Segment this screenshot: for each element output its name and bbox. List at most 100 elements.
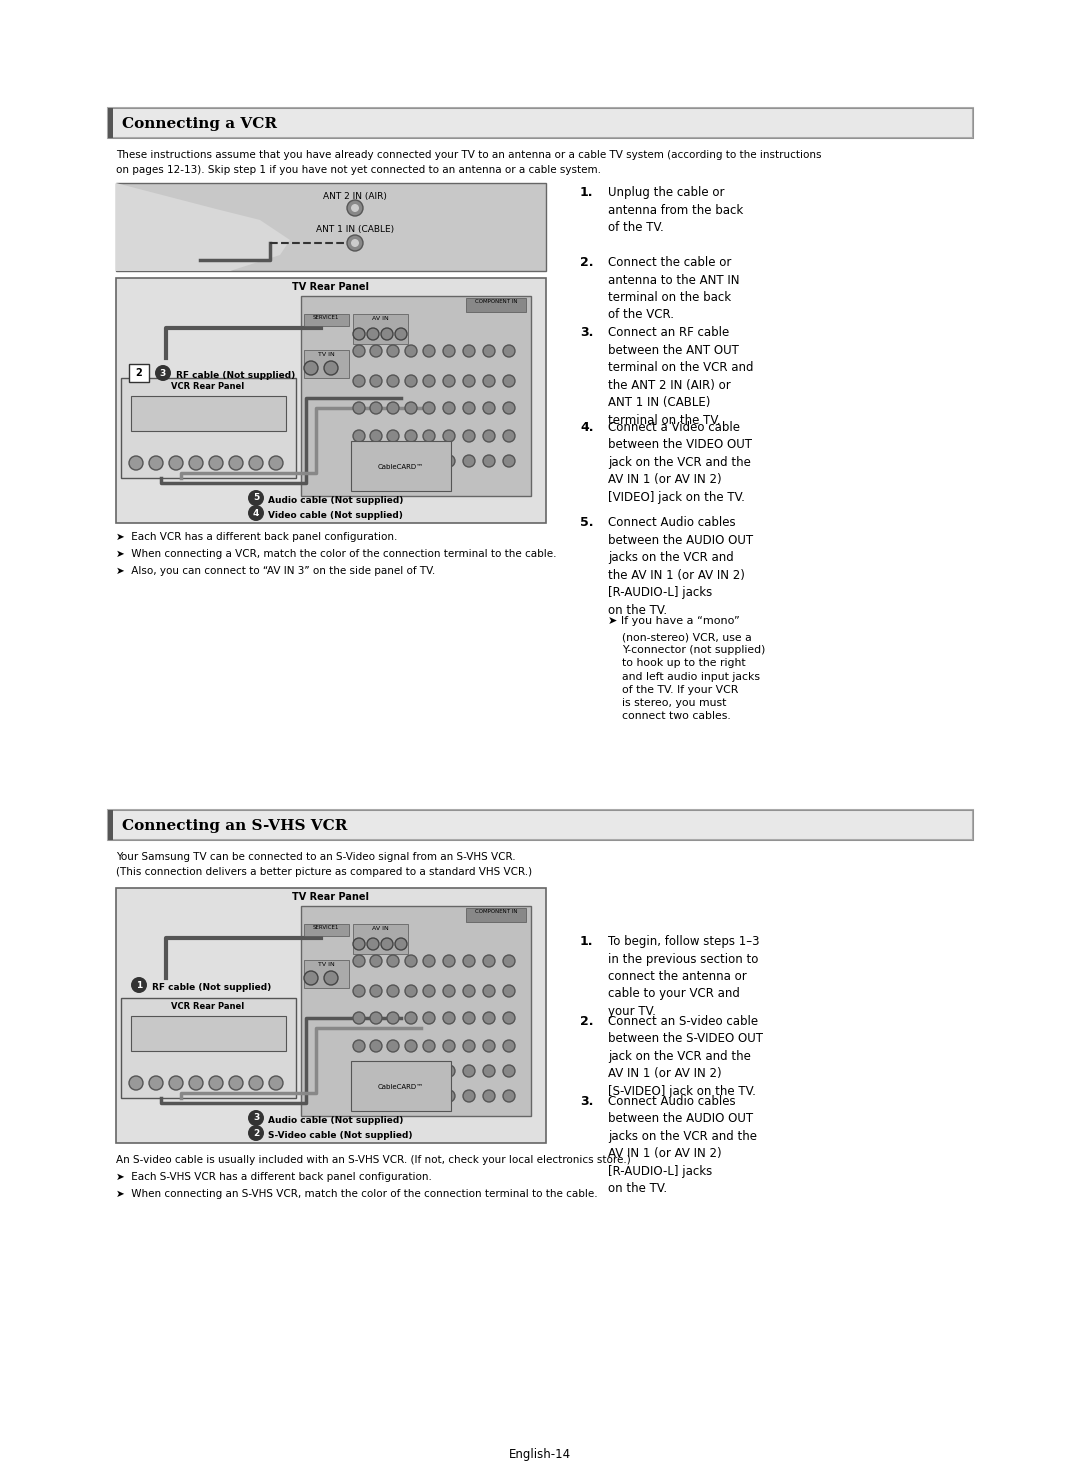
Circle shape (353, 1041, 365, 1052)
Text: Connecting an S-VHS VCR: Connecting an S-VHS VCR (122, 819, 348, 834)
Circle shape (324, 971, 338, 984)
Circle shape (351, 204, 359, 211)
Circle shape (395, 939, 407, 950)
Circle shape (387, 344, 399, 358)
Circle shape (303, 361, 318, 375)
Circle shape (463, 375, 475, 387)
Text: ANT 1 IN (CABLE): ANT 1 IN (CABLE) (316, 225, 394, 234)
Text: COMPONENT IN: COMPONENT IN (475, 909, 517, 913)
Circle shape (503, 402, 515, 414)
Text: VCR Rear Panel: VCR Rear Panel (172, 381, 245, 392)
Circle shape (353, 328, 365, 340)
Circle shape (405, 344, 417, 358)
Text: CableCARD™: CableCARD™ (378, 1083, 424, 1089)
Text: ➤ If you have a “mono”: ➤ If you have a “mono” (608, 616, 740, 627)
Bar (301, 296, 531, 497)
Circle shape (353, 375, 365, 387)
Text: 1.: 1. (580, 936, 594, 947)
Text: TV IN: TV IN (318, 962, 335, 967)
Circle shape (303, 971, 318, 984)
Circle shape (463, 1066, 475, 1077)
Bar (351, 1061, 451, 1111)
Circle shape (503, 344, 515, 358)
Bar (303, 313, 349, 327)
Bar (301, 906, 531, 1116)
Circle shape (405, 1041, 417, 1052)
Circle shape (249, 457, 264, 470)
Circle shape (483, 455, 495, 467)
Bar (353, 313, 408, 344)
Bar (303, 961, 349, 987)
Circle shape (353, 430, 365, 442)
Text: 3: 3 (253, 1113, 259, 1122)
Text: 3.: 3. (580, 1095, 593, 1108)
Text: TV Rear Panel: TV Rear Panel (293, 282, 369, 293)
Text: Your Samsung TV can be connected to an S-Video signal from an S-VHS VCR.: Your Samsung TV can be connected to an S… (116, 851, 515, 862)
Text: 2.: 2. (580, 1015, 594, 1029)
Circle shape (443, 430, 455, 442)
Circle shape (248, 1125, 264, 1141)
Text: (non-stereo) VCR, use a
Y-connector (not supplied)
to hook up to the right
and l: (non-stereo) VCR, use a Y-connector (not… (622, 633, 766, 721)
Text: S-Video cable (Not supplied): S-Video cable (Not supplied) (268, 1131, 413, 1140)
Circle shape (347, 235, 363, 251)
Circle shape (353, 402, 365, 414)
Text: ➤  Each VCR has a different back panel configuration.: ➤ Each VCR has a different back panel co… (116, 532, 397, 542)
Circle shape (370, 402, 382, 414)
Text: ANT 2 IN (AIR): ANT 2 IN (AIR) (323, 192, 387, 201)
Text: An S-video cable is usually included with an S-VHS VCR. (If not, check your loca: An S-video cable is usually included wit… (116, 1154, 631, 1165)
Circle shape (229, 1076, 243, 1089)
Bar (303, 350, 349, 378)
Circle shape (423, 1012, 435, 1024)
Circle shape (463, 1041, 475, 1052)
Circle shape (463, 344, 475, 358)
Text: 3.: 3. (580, 327, 593, 338)
Circle shape (353, 344, 365, 358)
Bar (303, 924, 349, 936)
Bar (116, 278, 546, 523)
Circle shape (405, 430, 417, 442)
Circle shape (423, 955, 435, 967)
Bar (108, 810, 973, 840)
Circle shape (168, 1076, 183, 1089)
Circle shape (248, 505, 264, 522)
Circle shape (443, 455, 455, 467)
Text: 3: 3 (160, 368, 166, 377)
Circle shape (483, 402, 495, 414)
Circle shape (129, 1076, 143, 1089)
Bar (108, 108, 973, 137)
Text: 2.: 2. (580, 256, 594, 269)
Text: 4: 4 (253, 508, 259, 517)
Text: Connecting a VCR: Connecting a VCR (122, 117, 276, 132)
Bar (108, 810, 973, 840)
Text: These instructions assume that you have already connected your TV to an antenna : These instructions assume that you have … (116, 149, 822, 160)
Circle shape (347, 200, 363, 216)
Circle shape (443, 375, 455, 387)
Circle shape (463, 955, 475, 967)
Circle shape (370, 984, 382, 998)
Circle shape (129, 457, 143, 470)
Text: ➤  Each S-VHS VCR has a different back panel configuration.: ➤ Each S-VHS VCR has a different back pa… (116, 1172, 432, 1182)
Bar (108, 810, 113, 840)
Circle shape (423, 455, 435, 467)
Text: 1: 1 (136, 980, 143, 989)
Circle shape (463, 455, 475, 467)
Text: AV IN: AV IN (372, 316, 389, 321)
Circle shape (189, 1076, 203, 1089)
Circle shape (483, 984, 495, 998)
Text: CableCARD™: CableCARD™ (378, 464, 424, 470)
Bar (131, 396, 286, 432)
Circle shape (387, 1066, 399, 1077)
Text: Connect the cable or
antenna to the ANT IN
terminal on the back
of the VCR.: Connect the cable or antenna to the ANT … (608, 256, 740, 322)
Text: To begin, follow steps 1–3
in the previous section to
connect the antenna or
cab: To begin, follow steps 1–3 in the previo… (608, 936, 759, 1018)
Circle shape (324, 361, 338, 375)
Circle shape (503, 955, 515, 967)
Circle shape (387, 430, 399, 442)
Circle shape (463, 430, 475, 442)
Circle shape (423, 984, 435, 998)
Circle shape (189, 457, 203, 470)
Circle shape (370, 1066, 382, 1077)
Circle shape (483, 1089, 495, 1103)
Circle shape (483, 375, 495, 387)
Text: AV IN: AV IN (372, 927, 389, 931)
Circle shape (353, 984, 365, 998)
